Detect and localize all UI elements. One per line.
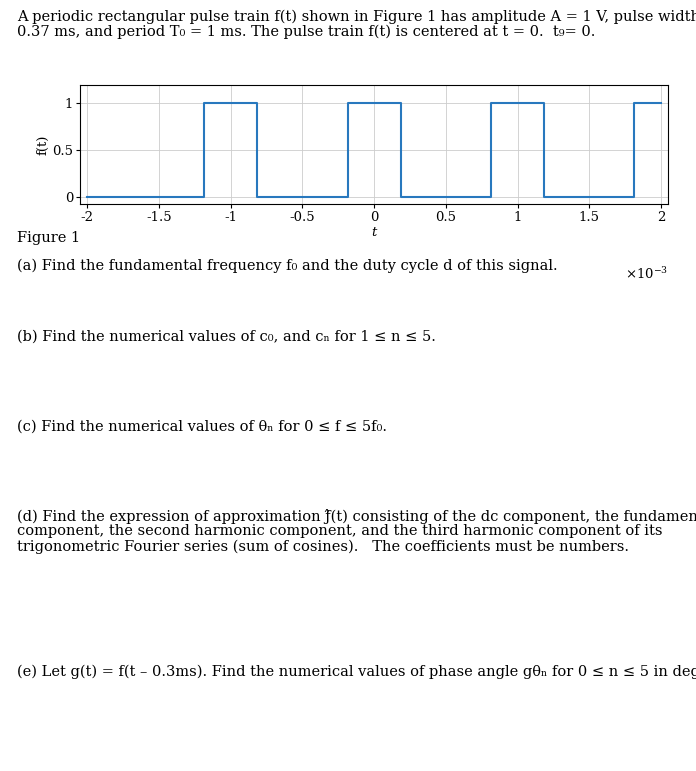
Text: (b) Find the numerical values of c₀, and cₙ for 1 ≤ n ≤ 5.: (b) Find the numerical values of c₀, and… [17, 330, 436, 344]
Text: (d) Find the expression of approximation ƒ̂(t) consisting of the dc component, t: (d) Find the expression of approximation… [17, 509, 696, 524]
Y-axis label: f(t): f(t) [36, 134, 49, 155]
Text: component, the second harmonic component, and the third harmonic component of it: component, the second harmonic component… [17, 524, 663, 538]
Text: $\times10^{-3}$: $\times10^{-3}$ [625, 267, 668, 282]
Text: Figure 1: Figure 1 [17, 231, 81, 245]
Text: trigonometric Fourier series (sum of cosines).   The coefficients must be number: trigonometric Fourier series (sum of cos… [17, 540, 629, 554]
Text: 0.37 ms, and period T₀ = 1 ms. The pulse train f(t) is centered at t = 0.  t₉= 0: 0.37 ms, and period T₀ = 1 ms. The pulse… [17, 25, 596, 39]
Text: (a) Find the fundamental frequency f₀ and the duty cycle d of this signal.: (a) Find the fundamental frequency f₀ an… [17, 258, 558, 273]
Text: A periodic rectangular pulse train f(t) shown in Figure 1 has amplitude A = 1 V,: A periodic rectangular pulse train f(t) … [17, 9, 696, 24]
Text: (e) Let g(t) = f(t – 0.3ms). Find the numerical values of phase angle gθₙ for 0 : (e) Let g(t) = f(t – 0.3ms). Find the nu… [17, 665, 696, 679]
X-axis label: t: t [372, 226, 377, 239]
Text: (c) Find the numerical values of θₙ for 0 ≤ f ≤ 5f₀.: (c) Find the numerical values of θₙ for … [17, 419, 388, 433]
